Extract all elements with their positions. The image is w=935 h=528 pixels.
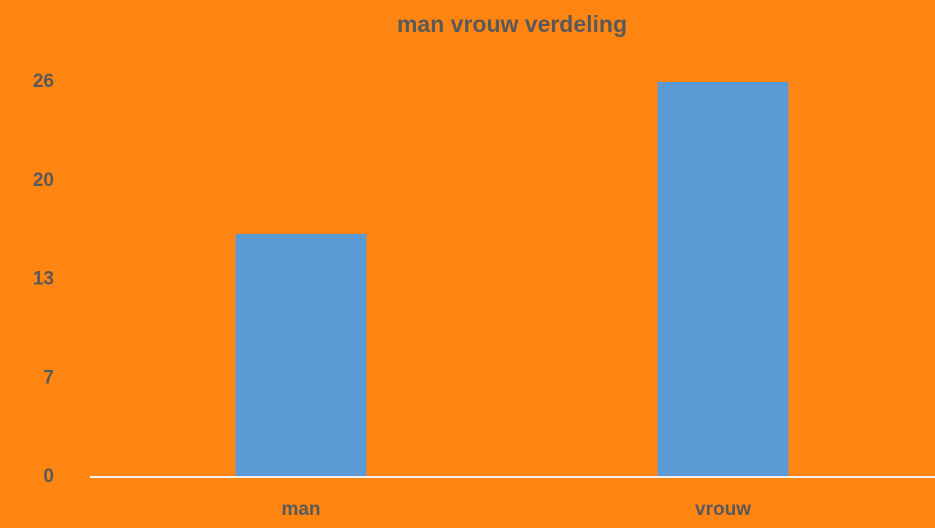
x-tick-label: man (281, 499, 320, 520)
y-tick-label: 20 (33, 170, 54, 191)
y-tick-label: 26 (33, 71, 54, 92)
x-tick-label: vrouw (695, 499, 751, 520)
chart-title: man vrouw verdeling (397, 11, 627, 37)
y-tick-label: 13 (33, 269, 54, 290)
bar (235, 233, 367, 477)
y-tick-label: 7 (43, 367, 54, 388)
y-tick-label: 0 (43, 466, 54, 487)
bar (657, 82, 789, 477)
